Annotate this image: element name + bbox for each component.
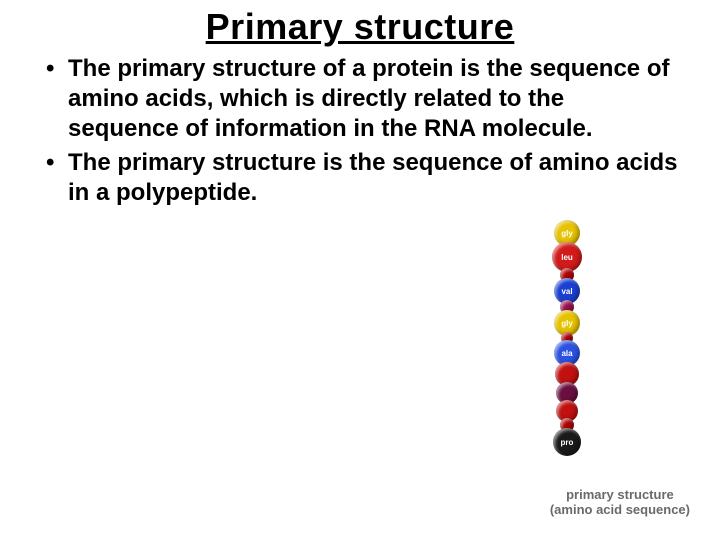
caption-line: primary structure — [566, 487, 674, 502]
figure-caption: primary structure (amino acid sequence) — [550, 488, 690, 518]
caption-line: (amino acid sequence) — [550, 502, 690, 517]
amino-acid-bead: pro — [553, 428, 581, 456]
page-title: Primary structure — [0, 0, 720, 48]
amino-acid-chain: glyleuvalglyalapro — [550, 220, 584, 452]
bullet-item: The primary structure of a protein is th… — [40, 54, 680, 144]
bullet-list: The primary structure of a protein is th… — [0, 48, 720, 208]
bullet-item: The primary structure is the sequence of… — [40, 148, 680, 208]
protein-chain-figure: glyleuvalglyalapro primary structure (am… — [430, 220, 690, 540]
